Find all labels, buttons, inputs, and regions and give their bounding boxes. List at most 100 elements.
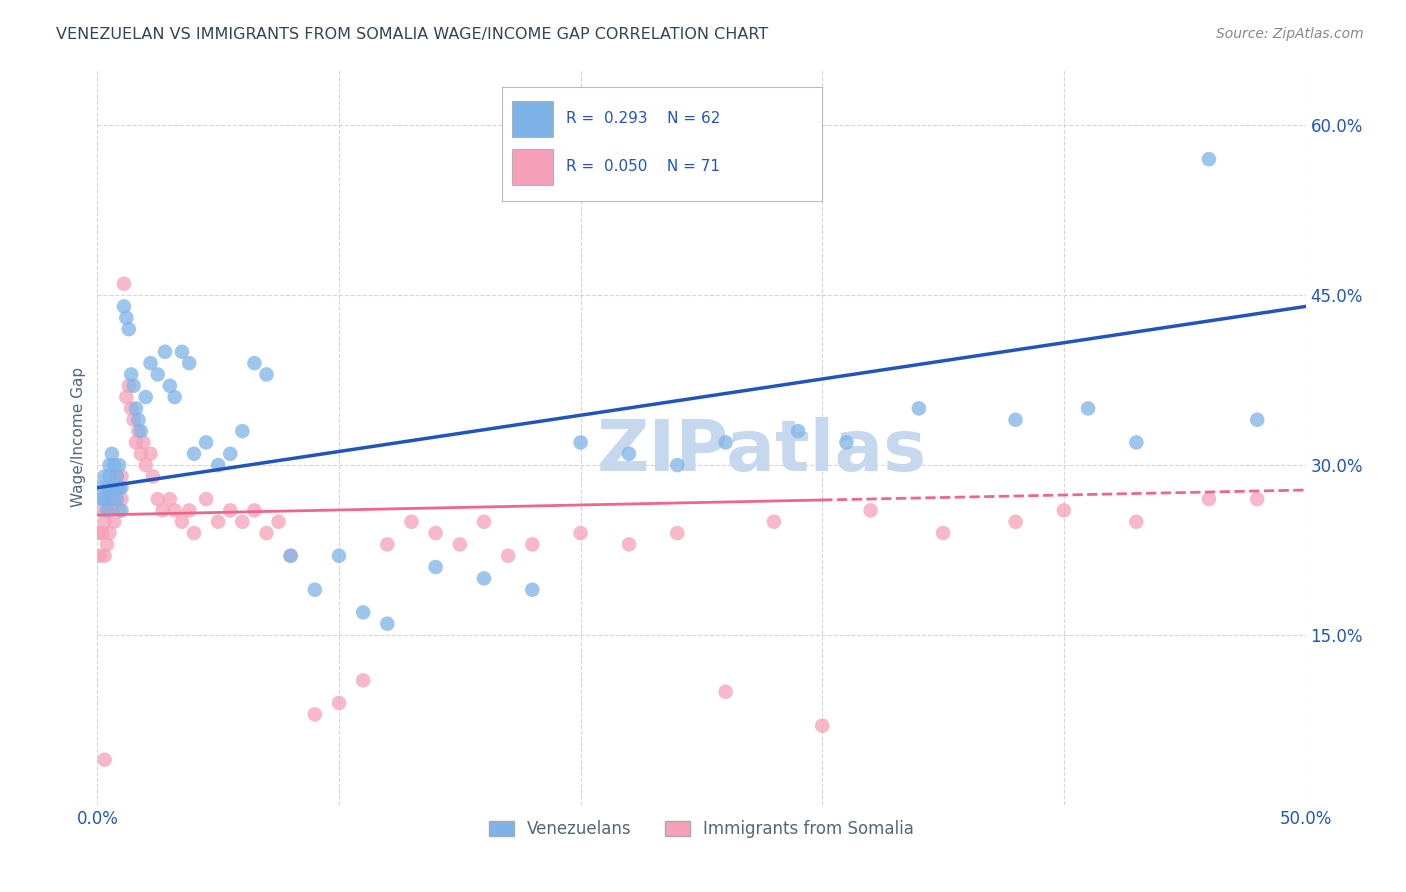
Point (179, 356, 201, 370)
Point (522, 537, 544, 551)
Point (142, 469, 165, 483)
Point (103, 481, 125, 495)
Point (125, 401, 148, 416)
Point (1053, 503, 1076, 517)
Point (129, 447, 152, 461)
Point (219, 503, 242, 517)
Point (101, 503, 124, 517)
Point (1004, 413, 1026, 427)
Point (108, 481, 131, 495)
Point (118, 322, 141, 336)
Point (787, 424, 810, 438)
Point (159, 378, 181, 392)
Point (101, 481, 124, 495)
Point (89, 526, 111, 541)
Point (105, 469, 128, 483)
Point (105, 492, 128, 507)
Point (835, 435, 858, 450)
Point (127, 413, 149, 427)
Point (183, 447, 205, 461)
Point (110, 492, 132, 507)
Point (122, 413, 145, 427)
Point (103, 515, 125, 529)
Point (91, 526, 114, 541)
Point (96, 492, 118, 507)
Point (267, 515, 290, 529)
Point (115, 390, 138, 404)
Point (103, 458, 125, 472)
Point (280, 549, 302, 563)
Point (219, 447, 242, 461)
Point (304, 707, 326, 722)
Point (101, 492, 124, 507)
Point (108, 458, 131, 472)
Point (122, 378, 145, 392)
Point (666, 458, 689, 472)
Point (110, 481, 132, 495)
Point (170, 344, 193, 359)
Point (89, 481, 111, 495)
Point (256, 526, 278, 541)
Point (1004, 515, 1026, 529)
Point (243, 356, 266, 370)
Point (243, 503, 266, 517)
Point (472, 515, 495, 529)
Point (617, 447, 640, 461)
Point (231, 515, 253, 529)
Point (152, 503, 174, 517)
Text: Source: ZipAtlas.com: Source: ZipAtlas.com (1216, 27, 1364, 41)
Point (96, 537, 118, 551)
Point (569, 526, 592, 541)
Point (153, 344, 176, 359)
Point (93, 515, 115, 529)
Point (93, 469, 115, 483)
Point (1198, 492, 1220, 507)
Point (120, 401, 142, 416)
Point (93, 492, 115, 507)
Point (146, 368, 169, 382)
Point (908, 401, 931, 416)
Point (170, 515, 193, 529)
Point (1246, 413, 1268, 427)
Point (139, 356, 162, 370)
Point (352, 606, 374, 620)
Point (1246, 492, 1268, 507)
Point (569, 435, 592, 450)
Point (120, 368, 142, 382)
Point (118, 378, 141, 392)
Point (135, 390, 157, 404)
Point (231, 424, 253, 438)
Point (522, 582, 544, 597)
Point (139, 447, 162, 461)
Y-axis label: Wage/Income Gap: Wage/Income Gap (72, 367, 86, 507)
Point (159, 492, 181, 507)
Point (127, 424, 149, 438)
Point (105, 469, 128, 483)
Point (132, 435, 155, 450)
Point (1077, 401, 1099, 416)
Point (280, 549, 302, 563)
Point (105, 492, 128, 507)
Point (98, 469, 121, 483)
Point (163, 390, 186, 404)
Point (472, 571, 495, 585)
Point (110, 503, 132, 517)
Point (811, 719, 834, 733)
Point (304, 582, 326, 597)
Point (932, 526, 955, 541)
Point (195, 492, 218, 507)
Point (714, 435, 737, 450)
Point (115, 310, 138, 325)
Point (762, 515, 785, 529)
Point (91, 492, 114, 507)
Point (207, 515, 229, 529)
Point (93, 549, 115, 563)
Point (163, 503, 186, 517)
Point (112, 277, 135, 291)
Point (375, 616, 398, 631)
Point (401, 515, 423, 529)
Point (98, 526, 121, 541)
Point (125, 435, 148, 450)
Point (98, 458, 121, 472)
Point (1125, 435, 1147, 450)
